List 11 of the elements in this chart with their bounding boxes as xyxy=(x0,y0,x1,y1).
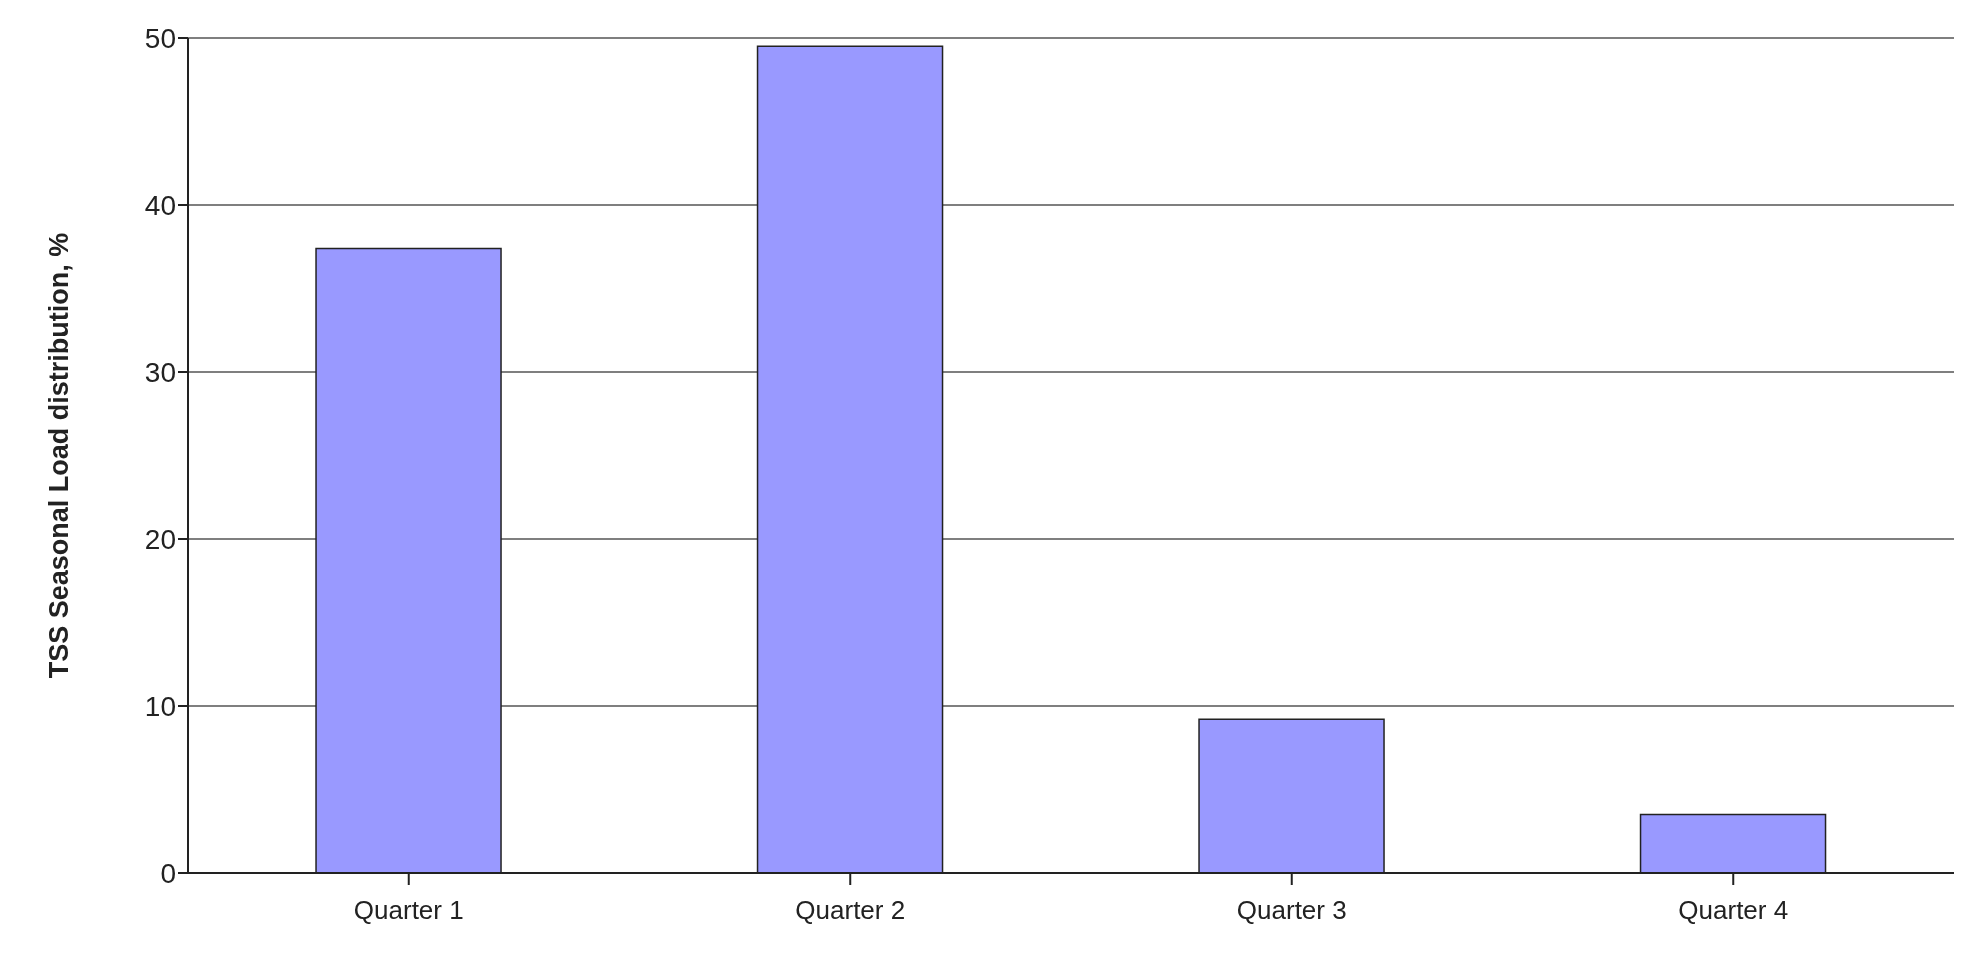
y-tick-label: 30 xyxy=(144,356,176,388)
x-tick-label: Quarter 3 xyxy=(1236,895,1347,926)
x-tick-label: Quarter 4 xyxy=(1678,895,1789,926)
y-tick-label: 50 xyxy=(144,22,176,54)
y-tick-label: 10 xyxy=(144,690,176,722)
x-tick-label: Quarter 1 xyxy=(353,895,464,926)
y-tick-label: 0 xyxy=(160,857,176,889)
y-tick-label: 20 xyxy=(144,523,176,555)
x-tick-label: Quarter 2 xyxy=(795,895,906,926)
y-tick-label: 40 xyxy=(144,189,176,221)
y-axis-title: TSS Seasonal Load distribution, % xyxy=(43,232,74,679)
